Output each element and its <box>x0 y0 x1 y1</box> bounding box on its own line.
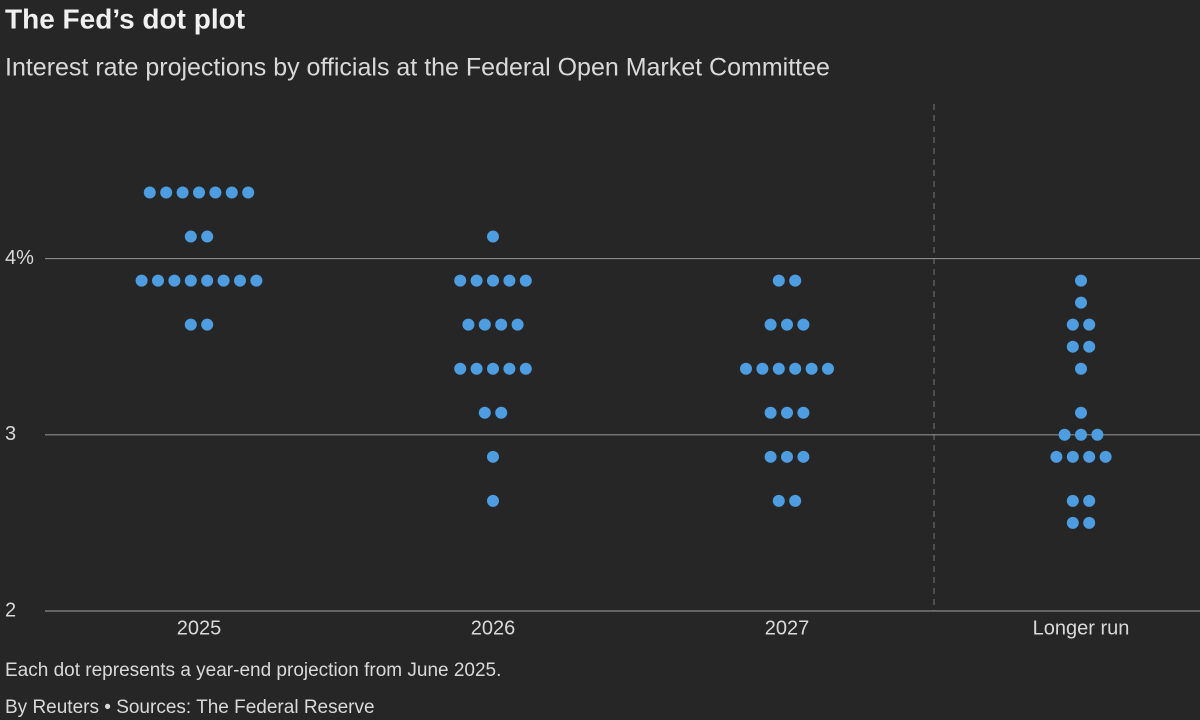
x-tick-label: Longer run <box>1033 617 1130 639</box>
dot <box>797 318 810 331</box>
chart-source: By Reuters • Sources: The Federal Reserv… <box>5 697 375 718</box>
dot <box>1075 362 1087 375</box>
dot <box>454 362 467 375</box>
dot <box>1075 296 1087 309</box>
dot <box>495 318 508 331</box>
chart-subtitle: Interest rate projections by officials a… <box>5 54 830 82</box>
dot <box>740 362 752 375</box>
dot <box>1083 340 1096 353</box>
dot <box>1075 406 1087 419</box>
y-tick-label: 4% <box>5 247 34 269</box>
dot <box>797 406 810 419</box>
dot <box>1075 274 1087 287</box>
dot <box>1091 428 1104 441</box>
dot <box>772 362 785 375</box>
dot <box>511 318 524 331</box>
dot <box>209 186 222 199</box>
dot <box>168 274 181 287</box>
dot <box>470 274 483 287</box>
dot <box>1083 516 1096 529</box>
dot <box>797 450 810 463</box>
dot <box>495 406 508 419</box>
dot <box>519 274 532 287</box>
dot <box>184 318 197 331</box>
dot <box>487 494 499 507</box>
dot <box>1083 494 1096 507</box>
dot <box>184 230 197 243</box>
dot <box>789 362 802 375</box>
dot <box>781 406 793 419</box>
x-tick-label: 2026 <box>471 617 516 639</box>
dot <box>805 362 818 375</box>
dot <box>822 362 834 375</box>
dot <box>234 274 246 287</box>
y-tick-label: 2 <box>5 599 16 621</box>
dot <box>1075 428 1087 441</box>
dot <box>217 274 230 287</box>
dot <box>160 186 173 199</box>
x-tick-label: 2027 <box>765 617 810 639</box>
dot <box>764 406 777 419</box>
dot <box>487 230 499 243</box>
dot <box>772 494 785 507</box>
dot <box>462 318 475 331</box>
dot <box>487 362 499 375</box>
chart-note: Each dot represents a year-end projectio… <box>5 660 501 681</box>
dot <box>764 450 777 463</box>
x-tick-label: 2025 <box>177 617 222 639</box>
dot <box>201 274 214 287</box>
dot <box>470 362 483 375</box>
y-tick-label: 3 <box>5 423 16 445</box>
dot <box>184 274 197 287</box>
dot <box>503 274 516 287</box>
dot <box>152 274 164 287</box>
dot <box>772 274 785 287</box>
dot <box>487 450 499 463</box>
dot <box>789 494 802 507</box>
dot <box>201 318 214 331</box>
dot <box>1099 450 1112 463</box>
dot <box>781 318 793 331</box>
dot <box>454 274 467 287</box>
dot <box>250 274 263 287</box>
dot <box>478 318 491 331</box>
dot <box>756 362 769 375</box>
dot <box>1066 516 1079 529</box>
dot <box>1083 450 1096 463</box>
dot <box>143 186 156 199</box>
dot <box>789 274 802 287</box>
dot <box>242 186 255 199</box>
dot <box>176 186 189 199</box>
dot <box>478 406 491 419</box>
chart-title: The Fed’s dot plot <box>5 3 245 34</box>
dot <box>1058 428 1071 441</box>
dot <box>1066 340 1079 353</box>
dot <box>503 362 516 375</box>
dot <box>193 186 205 199</box>
dot <box>225 186 238 199</box>
dot <box>201 230 214 243</box>
dot <box>1050 450 1063 463</box>
dot <box>519 362 532 375</box>
dot <box>781 450 793 463</box>
dot <box>1066 494 1079 507</box>
dot <box>1066 318 1079 331</box>
dot <box>487 274 499 287</box>
dot <box>1083 318 1096 331</box>
dot <box>135 274 148 287</box>
dot <box>764 318 777 331</box>
dot <box>1066 450 1079 463</box>
